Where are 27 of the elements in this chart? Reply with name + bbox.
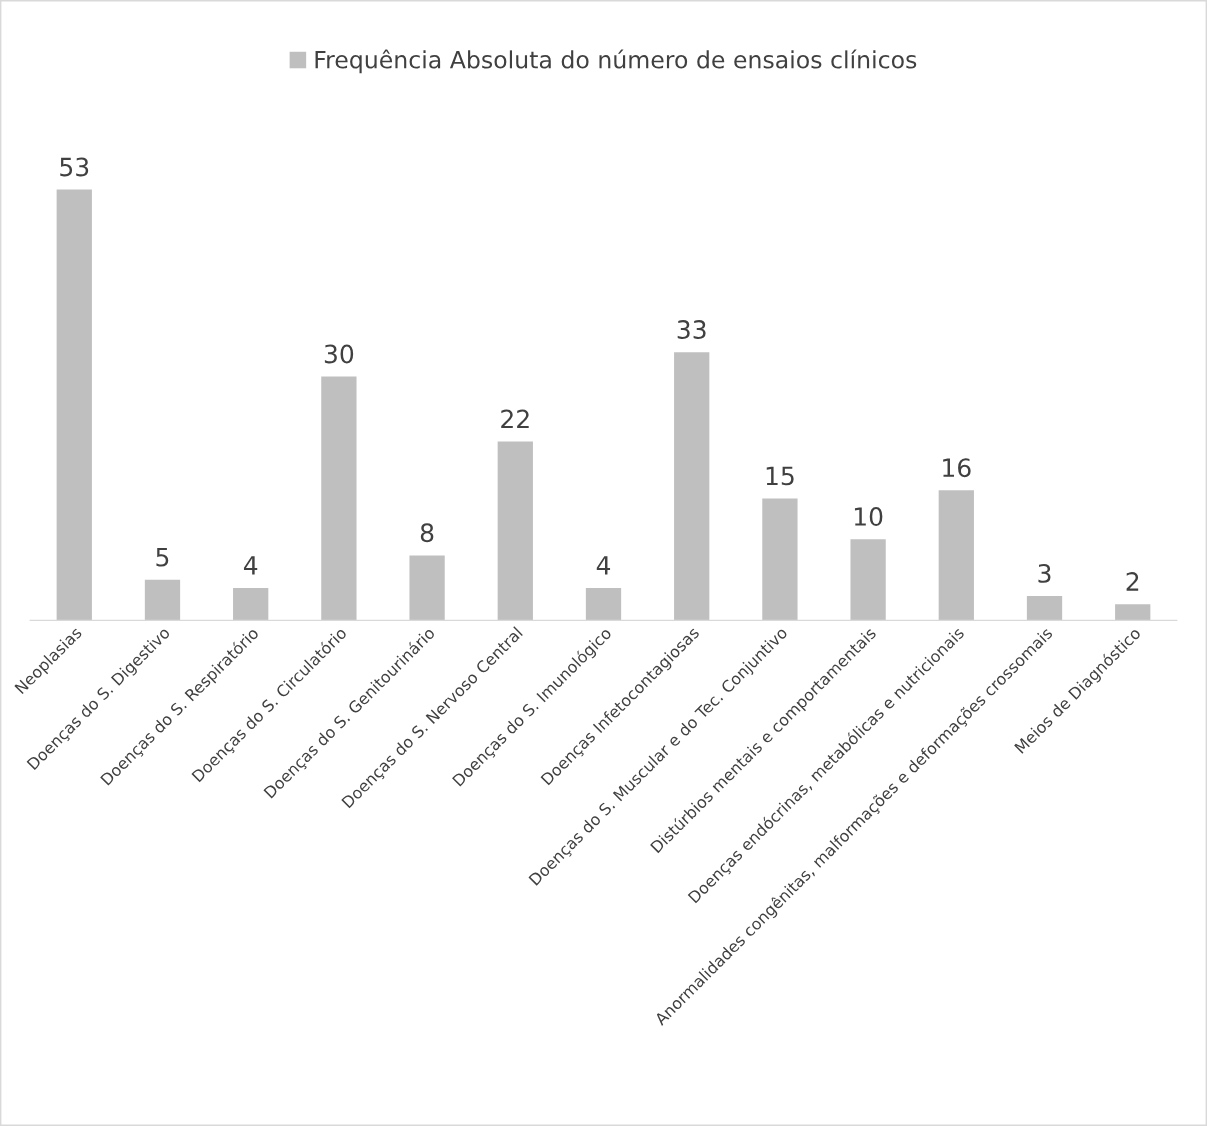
data-label: 3 — [1038, 563, 1051, 583]
bar — [497, 441, 533, 621]
bar — [585, 587, 622, 621]
bar — [1026, 596, 1063, 621]
legend-label: Frequência Absoluta do número de ensaios clínicos — [315, 49, 917, 74]
data-label: 8 — [420, 523, 434, 543]
bar — [321, 376, 357, 621]
bar — [850, 539, 886, 621]
data-label: 10 — [854, 507, 883, 526]
data-label: 5 — [156, 548, 169, 567]
data-label: 16 — [943, 458, 971, 478]
data-label: 2 — [1126, 572, 1139, 591]
bar — [1115, 604, 1151, 621]
data-label: 15 — [766, 466, 794, 486]
data-label: 53 — [60, 157, 89, 177]
data-label: 33 — [677, 320, 706, 339]
bar — [56, 189, 92, 621]
data-label: 30 — [324, 344, 354, 364]
bar — [674, 352, 710, 621]
data-label: 4 — [243, 556, 258, 575]
bar — [938, 490, 974, 621]
bar — [409, 555, 445, 621]
data-label: 22 — [501, 409, 529, 429]
bar — [144, 579, 181, 621]
bar — [762, 498, 798, 621]
data-label: 4 — [596, 556, 611, 575]
bar — [233, 587, 269, 621]
